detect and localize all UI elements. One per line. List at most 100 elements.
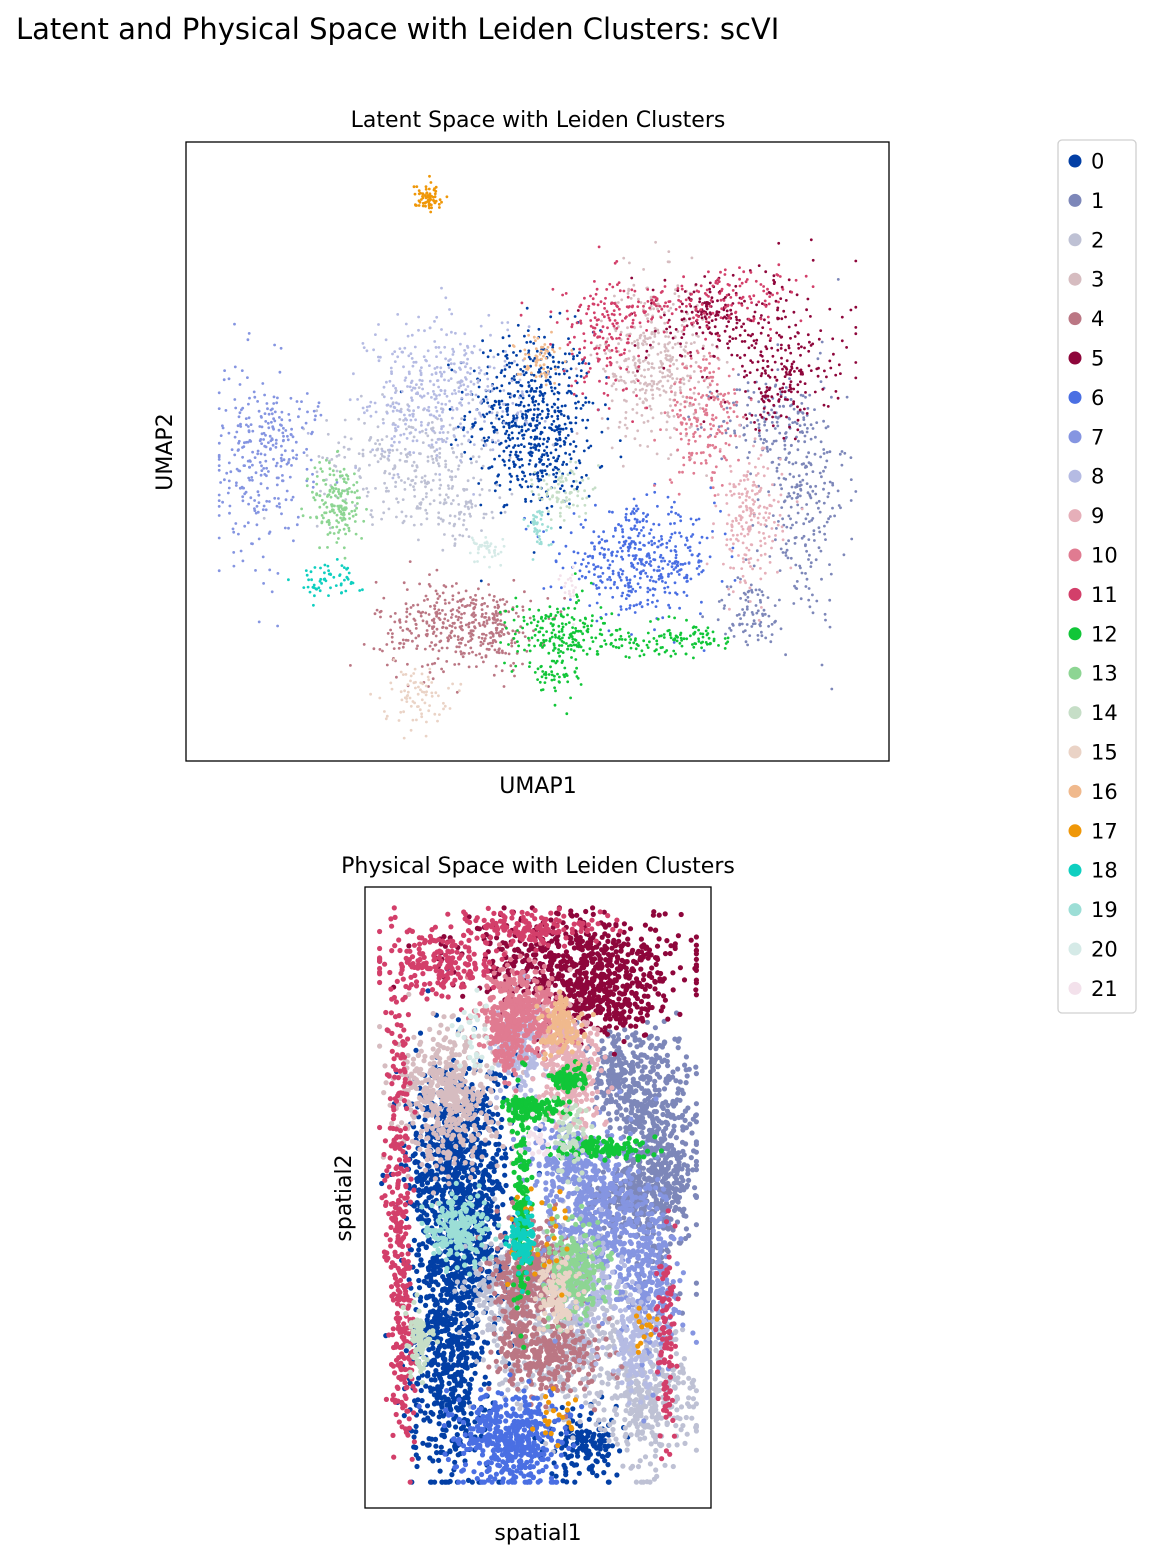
scatter-point — [632, 527, 636, 530]
scatter-point — [631, 408, 635, 411]
scatter-point — [235, 430, 239, 434]
scatter-point — [465, 502, 468, 506]
scatter-point — [608, 563, 612, 567]
scatter-point — [615, 327, 619, 330]
scatter-point — [369, 414, 373, 418]
scatter-point — [492, 430, 496, 434]
scatter-point — [521, 662, 524, 666]
scatter-point — [553, 686, 556, 690]
scatter-point — [559, 650, 563, 653]
scatter-point — [432, 619, 435, 622]
scatter-point — [521, 392, 524, 396]
scatter-point — [787, 346, 791, 350]
scatter-point — [704, 461, 708, 465]
scatter-point — [520, 485, 524, 489]
scatter-point — [566, 680, 570, 684]
scatter-point — [550, 386, 553, 389]
scatter-point — [438, 447, 442, 450]
scatter-point — [506, 328, 510, 332]
scatter-point — [578, 569, 582, 573]
scatter-point — [328, 473, 332, 476]
scatter-point — [756, 360, 760, 364]
scatter-point — [466, 505, 470, 509]
scatter-point — [438, 431, 442, 434]
scatter-point — [589, 294, 592, 298]
scatter-point — [614, 628, 618, 632]
scatter-point — [448, 514, 452, 518]
scatter-point — [490, 644, 494, 648]
scatter-point — [371, 523, 374, 526]
scatter-point — [554, 372, 558, 376]
scatter-point — [541, 469, 544, 473]
scatter-point — [615, 337, 618, 340]
scatter-point — [711, 486, 715, 489]
scatter-point — [409, 483, 412, 487]
scatter-point — [627, 519, 631, 522]
scatter-point — [763, 552, 767, 556]
scatter-point — [651, 593, 655, 597]
scatter-point — [591, 640, 595, 643]
scatter-point — [752, 564, 756, 568]
scatter-point — [560, 586, 563, 590]
scatter-point — [437, 522, 440, 526]
scatter-point — [642, 534, 646, 538]
scatter-point — [391, 402, 395, 406]
scatter-point — [789, 444, 793, 447]
scatter-point — [743, 369, 747, 373]
scatter-point — [766, 449, 770, 453]
scatter-point — [669, 331, 672, 335]
scatter-point — [459, 361, 463, 364]
scatter-point — [698, 326, 702, 329]
scatter-point — [734, 315, 738, 319]
scatter-point — [718, 450, 722, 453]
scatter-point — [444, 613, 447, 616]
scatter-point — [433, 449, 437, 453]
scatter-point — [644, 356, 648, 360]
scatter-point — [522, 373, 526, 377]
scatter-point — [787, 539, 790, 543]
scatter-point — [696, 321, 699, 325]
scatter-point — [806, 333, 810, 337]
scatter-point — [414, 428, 417, 432]
scatter-point — [488, 489, 491, 492]
scatter-point — [449, 377, 453, 380]
scatter-point — [549, 622, 553, 625]
scatter-point — [755, 338, 759, 342]
scatter-point — [315, 475, 319, 478]
scatter-point — [521, 464, 524, 467]
scatter-point — [840, 315, 844, 319]
scatter-point — [253, 456, 257, 459]
scatter-point — [788, 377, 791, 380]
scatter-point — [629, 638, 633, 641]
scatter-point — [759, 553, 763, 557]
scatter-point — [600, 616, 603, 620]
scatter-point — [624, 416, 628, 420]
scatter-point — [670, 572, 673, 575]
scatter-point — [411, 426, 415, 429]
scatter-point — [490, 421, 493, 425]
scatter-point — [660, 634, 663, 638]
scatter-point — [269, 439, 273, 443]
scatter-point — [515, 605, 519, 608]
scatter-point — [436, 401, 440, 404]
scatter-point — [467, 622, 470, 626]
scatter-point — [255, 504, 259, 508]
scatter-point — [536, 415, 539, 419]
scatter-point — [770, 633, 774, 636]
scatter-point — [610, 612, 614, 616]
scatter-point — [270, 590, 274, 594]
scatter-point — [654, 580, 658, 584]
scatter-point — [610, 349, 614, 352]
scatter-point — [245, 423, 248, 427]
scatter-point — [646, 590, 650, 594]
scatter-point — [405, 427, 408, 431]
scatter-point — [650, 320, 653, 324]
scatter-point — [495, 414, 499, 417]
scatter-point — [553, 674, 556, 678]
scatter-point — [547, 437, 551, 441]
scatter-point — [696, 427, 700, 431]
scatter-point — [556, 672, 559, 676]
scatter-point — [750, 301, 753, 304]
scatter-point — [460, 612, 463, 616]
scatter-point — [806, 407, 810, 410]
